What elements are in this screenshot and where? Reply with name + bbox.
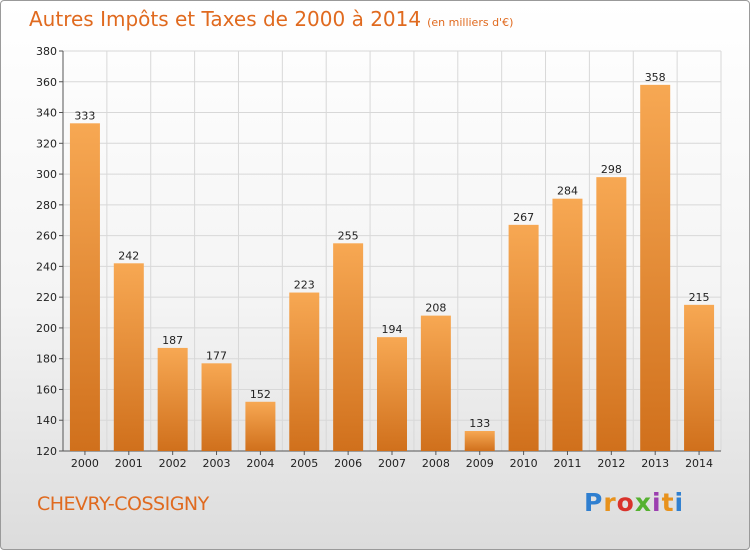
x-tick-label: 2002 (159, 457, 187, 470)
bar (201, 363, 232, 451)
brand-logo: Proxiti (584, 488, 684, 517)
x-tick-label: 2007 (378, 457, 406, 470)
x-tick-label: 2010 (510, 457, 538, 470)
bar-value-label: 242 (118, 249, 139, 262)
bar-value-label: 223 (294, 279, 315, 292)
bar (245, 401, 276, 451)
bar (113, 263, 144, 451)
x-tick-label: 2008 (422, 457, 450, 470)
bar (333, 243, 364, 451)
bar-value-label: 177 (206, 349, 227, 362)
bar (69, 123, 100, 452)
x-tick-label: 2014 (685, 457, 713, 470)
bar (157, 347, 188, 451)
bar (552, 198, 583, 451)
y-tick-label: 200 (36, 322, 57, 335)
x-tick-label: 2012 (597, 457, 625, 470)
bars (69, 84, 715, 452)
bar-value-label: 267 (513, 211, 534, 224)
y-tick-label: 360 (36, 76, 57, 89)
bar (596, 177, 627, 451)
labels: 120 140 160 180 200 220 240 260 280 300 320 340 360 3… (36, 45, 713, 470)
y-tick-label: 120 (36, 445, 57, 458)
bar-value-label: 215 (689, 291, 710, 304)
x-tick-label: 2005 (290, 457, 318, 470)
brand-letter: r (603, 488, 617, 517)
x-tick-label: 2003 (203, 457, 231, 470)
bar-value-label: 208 (425, 302, 446, 315)
brand-letter: i (674, 488, 685, 517)
x-tick-label: 2006 (334, 457, 362, 470)
y-tick-label: 260 (36, 230, 57, 243)
bar (420, 315, 451, 451)
x-tick-label: 2009 (466, 457, 494, 470)
bar-value-label: 152 (250, 388, 271, 401)
brand-letter: t (661, 488, 675, 517)
x-tick-label: 2000 (71, 457, 99, 470)
brand-letter: x (634, 488, 652, 517)
bar-value-label: 133 (469, 417, 490, 430)
bar-value-label: 284 (557, 185, 578, 198)
x-tick-label: 2004 (246, 457, 274, 470)
y-tick-label: 220 (36, 291, 57, 304)
x-tick-label: 2011 (553, 457, 581, 470)
y-tick-label: 280 (36, 199, 57, 212)
chart-subtitle: (en milliers d'€) (427, 16, 514, 29)
y-tick-label: 180 (36, 353, 57, 366)
y-tick-label: 340 (36, 107, 57, 120)
bar-value-label: 194 (382, 323, 403, 336)
bar (377, 337, 407, 451)
bar (464, 431, 495, 451)
bar (640, 84, 671, 451)
y-tick-label: 160 (36, 383, 57, 396)
brand-letter: P (584, 488, 604, 517)
bar-value-label: 333 (74, 109, 95, 122)
bar-value-label: 187 (162, 334, 183, 347)
y-tick-label: 140 (36, 414, 57, 427)
chart-title: Autres Impôts et Taxes de 2000 à 2014 (en… (29, 7, 513, 31)
bar (508, 224, 539, 451)
bar (289, 292, 320, 451)
y-tick-label: 320 (36, 137, 57, 150)
y-tick-label: 380 (36, 45, 57, 58)
x-tick-label: 2013 (641, 457, 669, 470)
y-tick-label: 240 (36, 260, 57, 273)
brand-letter: i (652, 488, 662, 517)
bar-value-label: 298 (601, 163, 622, 176)
bar-value-label: 255 (338, 229, 359, 242)
brand-letter: o (616, 488, 635, 517)
chart-title-text: Autres Impôts et Taxes de 2000 à 2014 (29, 7, 422, 31)
bar-value-label: 358 (645, 71, 666, 84)
x-tick-label: 2001 (115, 457, 143, 470)
y-tick-label: 300 (36, 168, 57, 181)
bar (684, 304, 715, 451)
commune-name: CHEVRY-COSSIGNY (37, 493, 209, 515)
